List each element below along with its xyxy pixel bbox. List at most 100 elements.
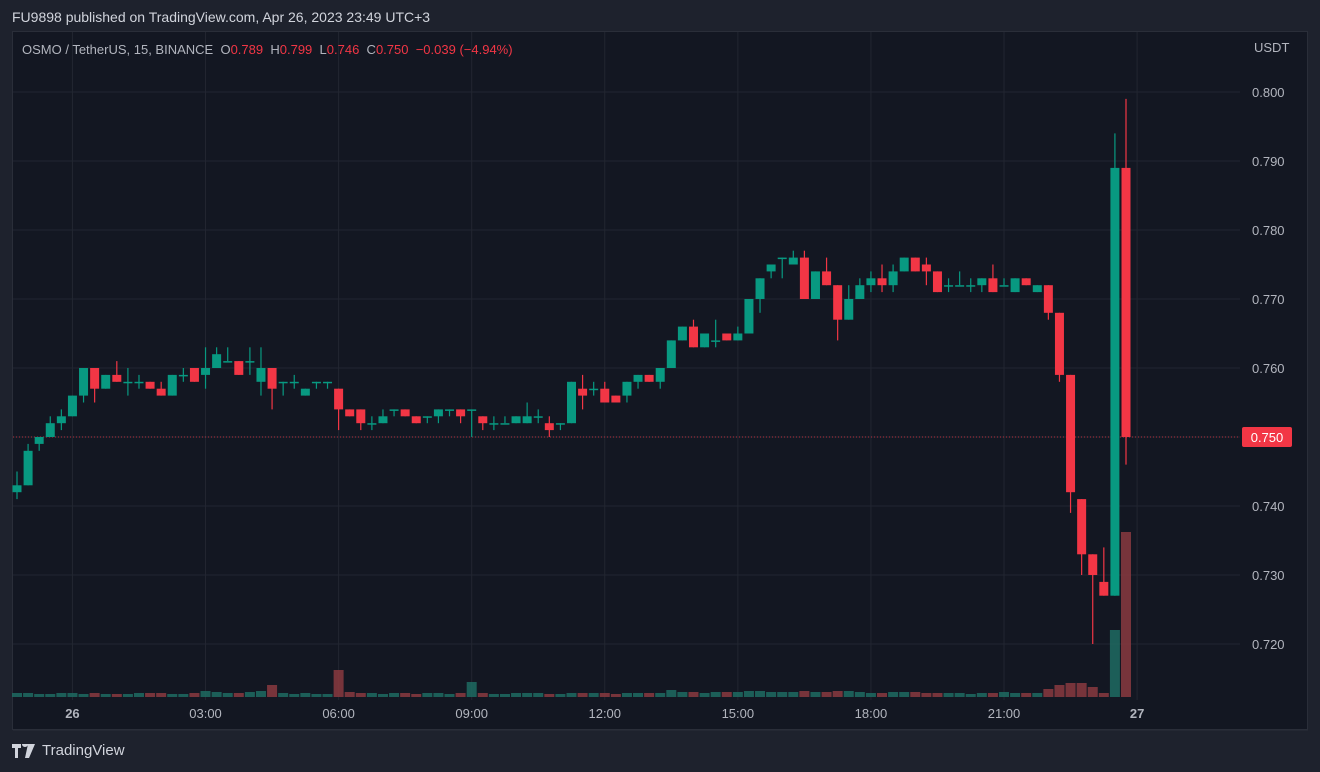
- price-tick-label: 0.760: [1252, 361, 1285, 376]
- candle-up: [123, 381, 133, 384]
- candle-up: [733, 333, 743, 341]
- volume-bar: [788, 692, 799, 697]
- candle-down: [345, 409, 355, 417]
- volume-bar: [899, 692, 910, 697]
- candle-up: [212, 354, 222, 368]
- volume-bar: [122, 694, 133, 697]
- candle-down: [578, 388, 588, 396]
- candle-down: [156, 388, 166, 396]
- candle-up: [245, 361, 255, 363]
- candle-up: [855, 285, 865, 299]
- candle-up: [567, 381, 576, 424]
- volume-bar: [688, 692, 699, 697]
- volume-bar: [1076, 683, 1087, 697]
- brand-name[interactable]: TradingView: [42, 742, 125, 759]
- candle-up: [955, 285, 965, 287]
- candle-down: [921, 264, 931, 272]
- candle-up: [422, 416, 432, 418]
- volume-bar: [877, 693, 888, 697]
- candle-up: [633, 374, 643, 382]
- high-value: 0.799: [279, 42, 313, 57]
- volume-bar: [355, 693, 366, 697]
- symbol-legend: OSMO / TetherUS, 15, BINANCE O0.789 H0.7…: [22, 42, 513, 57]
- volume-bar: [499, 694, 510, 697]
- candle-up: [677, 326, 687, 341]
- candle-up: [533, 416, 543, 418]
- volume-bar: [89, 693, 100, 697]
- candle-down: [1077, 499, 1087, 555]
- price-tick-label: 0.730: [1252, 568, 1285, 583]
- candle-up: [844, 299, 854, 320]
- volume-bar: [832, 691, 843, 697]
- candle-up: [1032, 285, 1042, 293]
- candle-down: [1043, 285, 1053, 313]
- candle-up: [788, 257, 798, 265]
- candle-up: [655, 368, 665, 382]
- volume-bar: [411, 694, 422, 697]
- volume-bar: [888, 692, 899, 697]
- volume-bar: [178, 694, 189, 697]
- volume-bar: [23, 693, 34, 697]
- candle-up: [589, 388, 599, 391]
- price-tick-label: 0.770: [1252, 292, 1285, 307]
- candle-up: [899, 257, 909, 272]
- last-price-tag: [1242, 427, 1292, 447]
- candle-up: [389, 409, 399, 411]
- candle-down: [1066, 374, 1076, 493]
- candle-up: [445, 409, 455, 411]
- candle-up: [45, 423, 55, 437]
- time-tick-label: 03:00: [189, 706, 222, 721]
- volume-bar: [56, 693, 67, 697]
- volume-bar: [244, 692, 255, 697]
- volume-bar: [1065, 683, 1076, 697]
- price-tick-label: 0.740: [1252, 499, 1285, 514]
- volume-bar: [777, 692, 788, 697]
- volume-bar: [433, 693, 444, 697]
- volume-bar: [910, 692, 921, 697]
- candle-up: [700, 333, 710, 348]
- candle-down: [90, 368, 100, 389]
- volume-bar: [799, 691, 810, 697]
- time-tick-label: 21:00: [988, 706, 1021, 721]
- candle-down: [456, 409, 466, 417]
- volume-bar: [954, 693, 965, 697]
- volume-bar: [133, 693, 144, 697]
- volume-bar: [255, 691, 266, 697]
- volume-bar: [965, 694, 976, 697]
- candle-up: [766, 264, 776, 272]
- volume-bar: [211, 692, 222, 697]
- candle-up: [711, 340, 721, 342]
- time-tick-label: 06:00: [322, 706, 355, 721]
- volume-bar: [655, 693, 666, 697]
- symbol-name[interactable]: OSMO / TetherUS, 15, BINANCE: [22, 42, 214, 57]
- volume-bar: [344, 692, 355, 697]
- candle-up: [300, 388, 310, 396]
- volume-bar: [633, 693, 644, 697]
- open-label: O: [220, 42, 231, 57]
- volume-bar: [278, 693, 289, 697]
- candle-up: [289, 381, 299, 384]
- candle-down: [1121, 167, 1131, 437]
- candle-up: [178, 374, 188, 377]
- candle-down: [833, 285, 843, 320]
- volume-bar: [45, 694, 56, 697]
- volume-bar: [488, 694, 499, 697]
- low-label: L: [319, 42, 327, 57]
- volume-bar: [100, 694, 111, 697]
- candle-down: [722, 333, 732, 341]
- footer: TradingView: [12, 742, 125, 759]
- candle-up: [34, 437, 44, 444]
- candle-down: [688, 326, 698, 348]
- volume-bar: [366, 693, 377, 697]
- low-value: 0.746: [326, 42, 360, 57]
- volume-bar: [222, 693, 233, 697]
- candle-up: [755, 278, 765, 299]
- volume-bar: [400, 693, 411, 697]
- volume-bar: [444, 694, 455, 697]
- volume-bar: [333, 670, 344, 697]
- close-value: 0.750: [375, 42, 409, 57]
- candle-up: [67, 395, 77, 417]
- volume-bar: [865, 693, 876, 697]
- candle-up: [256, 368, 266, 382]
